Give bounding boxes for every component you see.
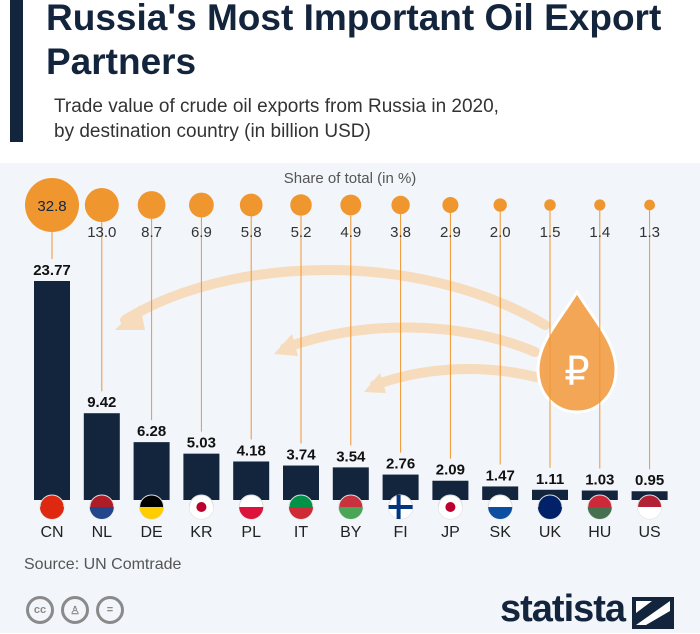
- country-label-sk: SK: [490, 524, 512, 541]
- license-icons: cc ♙ =: [26, 596, 124, 624]
- value-label-it: 3.74: [286, 447, 316, 464]
- country-label-cn: CN: [40, 524, 63, 541]
- value-label-nl: 9.42: [87, 394, 116, 411]
- subtitle-line-1: Trade value of crude oil exports from Ru…: [54, 96, 499, 117]
- share-bubble-jp: [442, 196, 459, 214]
- share-label-cn: 32.8: [37, 198, 66, 215]
- share-bubble-sk: [493, 198, 507, 212]
- value-label-sk: 1.47: [486, 467, 515, 484]
- flag-fi-cross-h: [388, 505, 413, 509]
- share-label-pl: 5.8: [241, 224, 262, 241]
- country-label-by: BY: [340, 524, 362, 541]
- country-label-jp: JP: [441, 524, 460, 541]
- flag-pl-lower: [239, 507, 264, 519]
- bar-jp: [432, 480, 469, 500]
- flag-it-lower: [289, 507, 313, 519]
- share-bubble-uk: [544, 199, 556, 211]
- flag-uk-lower: [538, 507, 562, 519]
- flag-kr-emblem: [196, 502, 207, 512]
- share-label-nl: 13.0: [87, 224, 116, 241]
- svg-text:₽: ₽: [564, 349, 589, 395]
- flag-fi-lower: [388, 507, 413, 519]
- arrowhead-cn: [115, 305, 145, 330]
- country-label-de: DE: [140, 524, 162, 541]
- flag-kr-lower: [189, 507, 214, 519]
- share-bubble-de: [137, 191, 166, 219]
- share-bubble-by: [340, 194, 362, 216]
- flag-nl-lower: [89, 507, 114, 519]
- country-label-us: US: [638, 524, 660, 541]
- share-label-hu: 1.4: [589, 224, 610, 241]
- flag-us-lower: [637, 507, 662, 519]
- share-label: Share of total (in %): [283, 170, 417, 187]
- no-derivatives-icon[interactable]: =: [96, 596, 124, 624]
- share-bubble-cn: [25, 178, 79, 232]
- share-label-sk: 2.0: [490, 224, 511, 241]
- arrow-pl: [280, 322, 540, 357]
- share-label-us: 1.3: [639, 224, 660, 241]
- country-label-hu: HU: [588, 524, 611, 541]
- share-label-by: 4.9: [340, 224, 361, 241]
- source-note: Source: UN Comtrade: [24, 556, 182, 573]
- value-label-by: 3.54: [336, 448, 366, 465]
- country-label-uk: UK: [539, 524, 562, 541]
- value-label-fi: 2.76: [386, 456, 415, 473]
- value-label-hu: 1.03: [585, 472, 614, 489]
- arrowhead-fi: [364, 373, 386, 393]
- share-bubble-us: [644, 199, 655, 211]
- bar-pl: [233, 461, 270, 500]
- arrow-cn: [120, 265, 550, 330]
- statista-logo-mark: [632, 597, 674, 629]
- bar-nl: [83, 413, 120, 500]
- flag-jp-emblem: [445, 502, 456, 512]
- value-label-de: 6.28: [137, 423, 166, 440]
- attribution-icon[interactable]: ♙: [61, 596, 89, 624]
- flag-sk-lower: [488, 507, 513, 519]
- flag-by-lower: [338, 507, 363, 519]
- share-label-fi: 3.8: [390, 224, 411, 241]
- bar-it: [283, 465, 319, 500]
- value-label-kr: 5.03: [187, 435, 216, 452]
- country-label-kr: KR: [190, 524, 212, 541]
- bar-cn: [34, 281, 70, 500]
- chart-title: Russia's Most Important Oil Export Partn…: [46, 0, 662, 82]
- share-bubble-kr: [189, 192, 214, 218]
- flag-jp-lower: [438, 507, 463, 519]
- share-label-it: 5.2: [291, 224, 312, 241]
- statista-logo[interactable]: statista: [500, 588, 626, 630]
- arrow-fi: [370, 364, 545, 390]
- share-bubble-fi: [391, 195, 410, 215]
- country-label-it: IT: [294, 524, 308, 541]
- title-accent-bar: [10, 0, 23, 142]
- country-label-nl: NL: [92, 524, 113, 541]
- subtitle-line-2: by destination country (in billion USD): [54, 121, 371, 142]
- share-bubble-it: [290, 194, 312, 216]
- bar-sk: [482, 486, 519, 500]
- export-arrows: [115, 265, 550, 393]
- flag-de-lower: [139, 507, 164, 519]
- share-label-de: 8.7: [141, 224, 162, 241]
- bar-kr: [183, 453, 220, 500]
- cc-icon[interactable]: cc: [26, 596, 54, 624]
- bar-de: [133, 442, 170, 500]
- value-label-pl: 4.18: [237, 442, 266, 459]
- ruble-drop-icon: ₽: [536, 289, 618, 414]
- share-bubble-nl: [84, 188, 119, 222]
- country-label-pl: PL: [241, 524, 261, 541]
- share-bubble-hu: [594, 199, 606, 211]
- share-label-uk: 1.5: [540, 224, 561, 241]
- arrowhead-pl: [274, 334, 298, 356]
- value-label-cn: 23.77: [33, 262, 71, 279]
- share-label-jp: 2.9: [440, 224, 461, 241]
- country-label-fi: FI: [393, 524, 407, 541]
- value-label-us: 0.95: [635, 472, 664, 489]
- flag-cn-lower: [40, 507, 64, 519]
- value-label-uk: 1.11: [536, 471, 564, 488]
- value-label-jp: 2.09: [436, 462, 465, 479]
- flag-hu-lower: [587, 507, 612, 519]
- share-bubble-pl: [239, 193, 263, 217]
- share-label-kr: 6.9: [191, 224, 212, 241]
- chart-subtitle: Trade value of crude oil exports from Ru…: [54, 94, 499, 144]
